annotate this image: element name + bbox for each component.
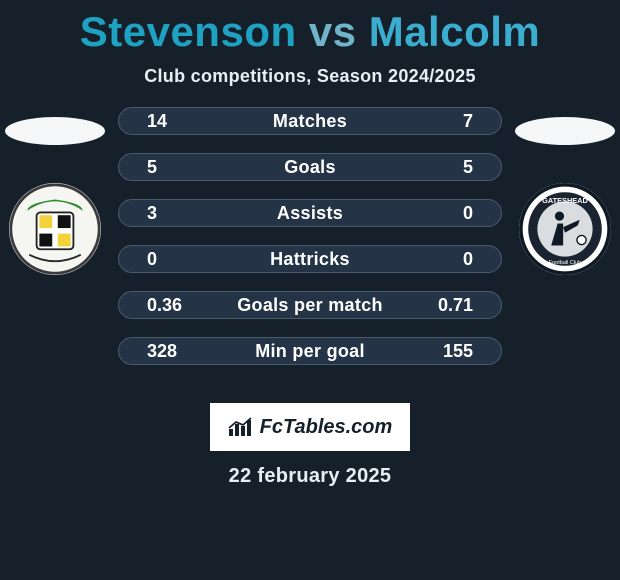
player2-crest: GATESHEAD Football Club: [519, 183, 611, 275]
player2-column: GATESHEAD Football Club: [510, 109, 620, 379]
stat-row: 14 Matches 7: [118, 107, 502, 135]
player2-silhouette: [515, 117, 615, 145]
stat-value-right: 0.71: [438, 295, 473, 316]
solihull-moors-icon: [9, 183, 101, 275]
player1-column: [0, 109, 110, 379]
vs-label: vs: [309, 8, 357, 55]
player2-name: Malcolm: [369, 8, 541, 55]
stat-value-right: 0: [463, 249, 473, 270]
stat-row: 5 Goals 5: [118, 153, 502, 181]
stat-value-left: 3: [147, 203, 157, 224]
stat-label: Goals: [284, 157, 336, 178]
stat-value-left: 0: [147, 249, 157, 270]
stat-value-right: 5: [463, 157, 473, 178]
stat-row: 328 Min per goal 155: [118, 337, 502, 365]
stat-value-left: 14: [147, 111, 167, 132]
comparison-body: GATESHEAD Football Club 14 Matches 7 5 Goals…: [0, 109, 620, 399]
stats-column: 14 Matches 7 5 Goals 5 3 Assists 0 0 Hattricks 0 0.3…: [118, 107, 502, 365]
player1-name: Stevenson: [80, 8, 297, 55]
comparison-title: Stevenson vs Malcolm: [0, 0, 620, 56]
stat-value-right: 0: [463, 203, 473, 224]
footer: FcTables.com 22 february 2025: [0, 403, 620, 488]
stat-label: Min per goal: [255, 341, 365, 362]
subtitle: Club competitions, Season 2024/2025: [0, 66, 620, 87]
stat-label: Assists: [277, 203, 343, 224]
stat-label: Goals per match: [237, 295, 383, 316]
stat-label: Matches: [273, 111, 347, 132]
stat-row: 3 Assists 0: [118, 199, 502, 227]
svg-text:Football Club: Football Club: [549, 260, 582, 266]
stat-value-left: 0.36: [147, 295, 182, 316]
stat-value-right: 7: [463, 111, 473, 132]
brand-chart-icon: [228, 417, 254, 437]
date-label: 22 february 2025: [229, 465, 392, 488]
stat-value-left: 328: [147, 341, 177, 362]
stat-value-left: 5: [147, 157, 157, 178]
gateshead-icon: GATESHEAD Football Club: [519, 183, 611, 275]
stat-row: 0 Hattricks 0: [118, 245, 502, 273]
stat-value-right: 155: [443, 341, 473, 362]
stat-label: Hattricks: [270, 249, 350, 270]
svg-text:GATESHEAD: GATESHEAD: [542, 196, 588, 205]
stat-row: 0.36 Goals per match 0.71: [118, 291, 502, 319]
brand-box: FcTables.com: [210, 403, 410, 451]
player1-crest: [9, 183, 101, 275]
player1-silhouette: [5, 117, 105, 145]
brand-label: FcTables.com: [260, 416, 393, 439]
